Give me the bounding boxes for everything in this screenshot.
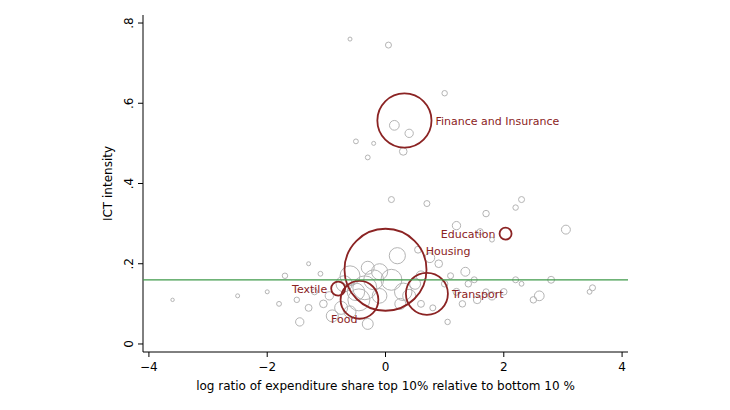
x-tick-label: 0 bbox=[382, 360, 390, 374]
bubble bbox=[587, 289, 592, 294]
bubble bbox=[377, 93, 431, 147]
bubble bbox=[465, 281, 471, 287]
x-tick bbox=[385, 352, 386, 357]
bubble bbox=[345, 229, 427, 311]
bubble bbox=[320, 300, 328, 308]
bubble bbox=[406, 273, 448, 315]
bubble bbox=[372, 141, 376, 145]
bubble bbox=[448, 273, 454, 279]
bubble bbox=[430, 305, 436, 311]
bubble bbox=[389, 248, 405, 264]
y-axis-title: ICT intensity bbox=[101, 146, 115, 221]
x-tick-label: 4 bbox=[618, 360, 626, 374]
point-label: Textile bbox=[291, 283, 327, 296]
y-tick bbox=[138, 263, 143, 264]
bubble bbox=[561, 225, 570, 234]
bubble bbox=[424, 201, 430, 207]
bubble bbox=[534, 291, 544, 301]
bubble bbox=[265, 290, 269, 294]
bubble bbox=[405, 129, 413, 137]
bubble bbox=[354, 139, 359, 144]
bubble bbox=[296, 318, 304, 326]
x-tick-label: −2 bbox=[258, 360, 276, 374]
bubble bbox=[385, 42, 391, 48]
y-tick bbox=[138, 23, 143, 24]
bubble bbox=[519, 281, 524, 286]
bubble bbox=[171, 298, 174, 301]
bubble bbox=[435, 260, 443, 268]
x-tick bbox=[148, 352, 149, 357]
y-tick bbox=[138, 183, 143, 184]
bubble bbox=[307, 262, 311, 266]
point-label: Education bbox=[441, 228, 496, 241]
bubble bbox=[331, 282, 345, 296]
y-tick-label: .6 bbox=[122, 98, 136, 109]
point-label: Housing bbox=[426, 245, 471, 258]
bubble bbox=[459, 301, 465, 307]
y-tick-label: 0 bbox=[122, 340, 136, 348]
x-tick bbox=[267, 352, 268, 357]
background bbox=[0, 0, 730, 410]
bubble bbox=[372, 289, 387, 304]
x-tick-label: 2 bbox=[500, 360, 508, 374]
x-axis-title: log ratio of expenditure share top 10% r… bbox=[196, 379, 575, 393]
bubble bbox=[399, 148, 407, 156]
bubble bbox=[445, 319, 450, 324]
x-tick-label: −4 bbox=[140, 360, 158, 374]
bubble bbox=[361, 261, 374, 274]
series-0 bbox=[171, 37, 596, 329]
bubble bbox=[500, 228, 512, 240]
bubble bbox=[277, 301, 282, 306]
chart: 0 .2 .4 .6 .8 ICT intensity −4 −2 0 2 4 log ratio o… bbox=[0, 0, 730, 410]
bubble bbox=[519, 197, 525, 203]
y-tick bbox=[138, 343, 143, 344]
bubble bbox=[389, 120, 399, 130]
bubble bbox=[362, 318, 373, 329]
bubble bbox=[388, 197, 394, 203]
bubble bbox=[318, 271, 323, 276]
y-tick bbox=[138, 103, 143, 104]
point-label: Food bbox=[331, 313, 357, 326]
bubble bbox=[282, 273, 287, 278]
bubble bbox=[348, 37, 352, 41]
bubble bbox=[305, 304, 312, 311]
point-label: Finance and Insurance bbox=[436, 115, 560, 128]
bubble bbox=[365, 155, 370, 160]
bubble bbox=[483, 210, 489, 216]
x-tick bbox=[503, 352, 504, 357]
bubble bbox=[236, 294, 240, 298]
reference-line bbox=[143, 279, 628, 280]
bubble bbox=[461, 267, 470, 276]
y-tick-label: .4 bbox=[122, 178, 136, 189]
plot-area bbox=[143, 37, 628, 329]
bubble bbox=[530, 297, 536, 303]
bubble bbox=[418, 300, 425, 307]
bubble bbox=[513, 205, 518, 210]
point-label: Transport bbox=[451, 288, 504, 301]
x-tick bbox=[622, 352, 623, 357]
y-tick-label: .2 bbox=[122, 258, 136, 269]
bubble bbox=[294, 297, 299, 302]
y-tick-label: .8 bbox=[122, 17, 136, 28]
bubble bbox=[442, 91, 447, 96]
